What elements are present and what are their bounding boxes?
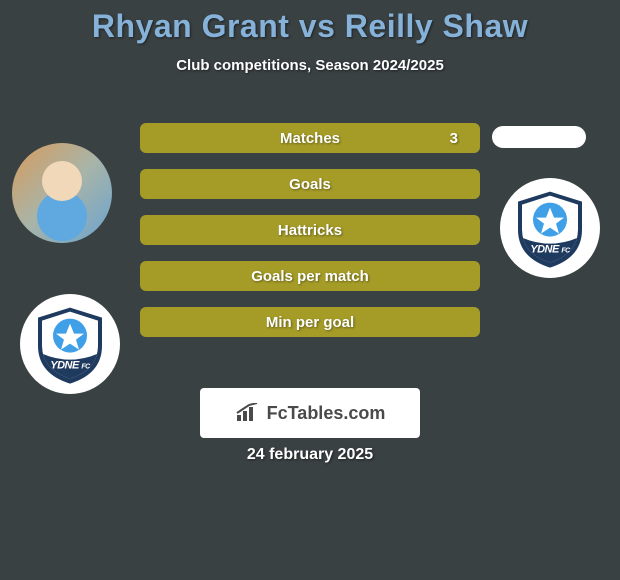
chart-icon <box>235 403 261 423</box>
stat-label: Goals per match <box>251 268 369 285</box>
stat-label: Matches <box>280 130 340 147</box>
stats-container: Matches 3 Goals Hattricks Goals per matc… <box>140 123 480 353</box>
subtitle: Club competitions, Season 2024/2025 <box>0 57 620 74</box>
stat-row-mpg: Min per goal <box>140 307 480 337</box>
shield-icon: YDNE FC <box>514 190 586 270</box>
stat-row-matches: Matches 3 <box>140 123 480 153</box>
stat-label: Hattricks <box>278 222 342 239</box>
club-logo-left: YDNE FC <box>20 294 120 394</box>
stat-label: Goals <box>289 176 331 193</box>
watermark-text: FcTables.com <box>267 403 386 424</box>
club-name: YDNE FC <box>34 360 106 372</box>
stat-row-gpm: Goals per match <box>140 261 480 291</box>
stat-row-hattricks: Hattricks <box>140 215 480 245</box>
stat-row-goals: Goals <box>140 169 480 199</box>
watermark: FcTables.com <box>200 388 420 438</box>
stat-label: Min per goal <box>266 314 354 331</box>
player-photo-left <box>12 143 112 243</box>
page-title: Rhyan Grant vs Reilly Shaw <box>0 0 620 45</box>
shield-icon: YDNE FC <box>34 306 106 386</box>
right-pill <box>492 126 586 148</box>
club-name: YDNE FC <box>514 244 586 256</box>
date-text: 24 february 2025 <box>0 446 620 464</box>
club-logo-right: YDNE FC <box>500 178 600 278</box>
stat-value-left: 3 <box>450 130 458 147</box>
